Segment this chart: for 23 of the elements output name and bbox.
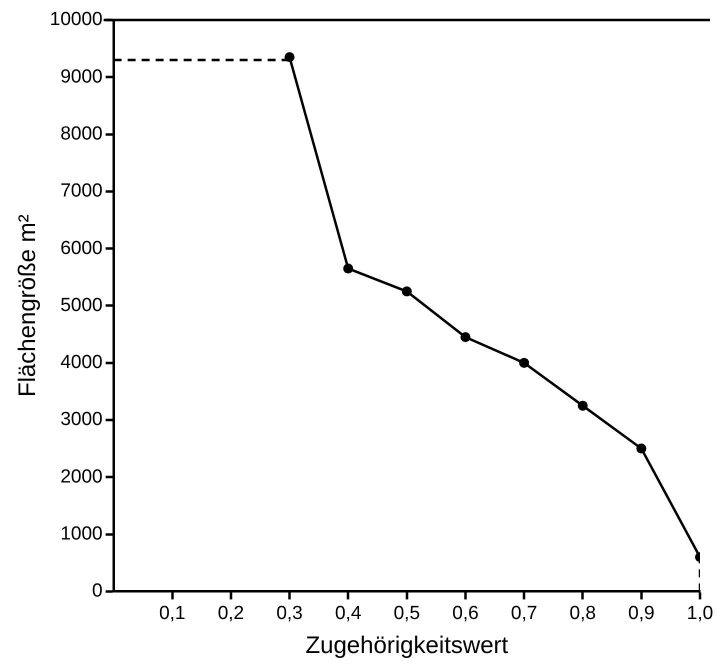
y-tick-label: 5000: [60, 294, 103, 316]
y-tick-label: 6000: [60, 238, 103, 259]
y-tick-label: 1000: [60, 523, 103, 544]
y-tick-label: 8000: [60, 124, 103, 145]
y-tick-label: 10000: [50, 9, 103, 30]
y-tick-label: 7000: [60, 180, 103, 202]
y-tick-label: 2000: [60, 466, 103, 488]
x-tick-label: 0,4: [334, 603, 362, 624]
x-tick-label: 0,3: [276, 603, 303, 624]
x-tick-label: 0,8: [570, 603, 596, 624]
x-tick-label: 0,1: [159, 603, 186, 624]
y-tick-label: 4000: [60, 352, 103, 374]
y-tick-label: 9000: [60, 66, 103, 88]
y-tick-label: 0: [92, 580, 103, 602]
x-tick-label: 0,7: [510, 603, 538, 624]
x-tick-label: 0,5: [394, 603, 420, 624]
y-tick-label: 3000: [60, 409, 103, 430]
x-tick-label: 0,9: [628, 603, 655, 624]
x-tick-label: 0,6: [452, 603, 479, 624]
x-tick-label: 0,2: [218, 603, 244, 624]
x-tick-label: 1,0: [686, 603, 714, 624]
y-axis-title: Flächengröße m²: [14, 214, 42, 398]
x-axis-title: Zugehörigkeitswert: [305, 632, 509, 660]
